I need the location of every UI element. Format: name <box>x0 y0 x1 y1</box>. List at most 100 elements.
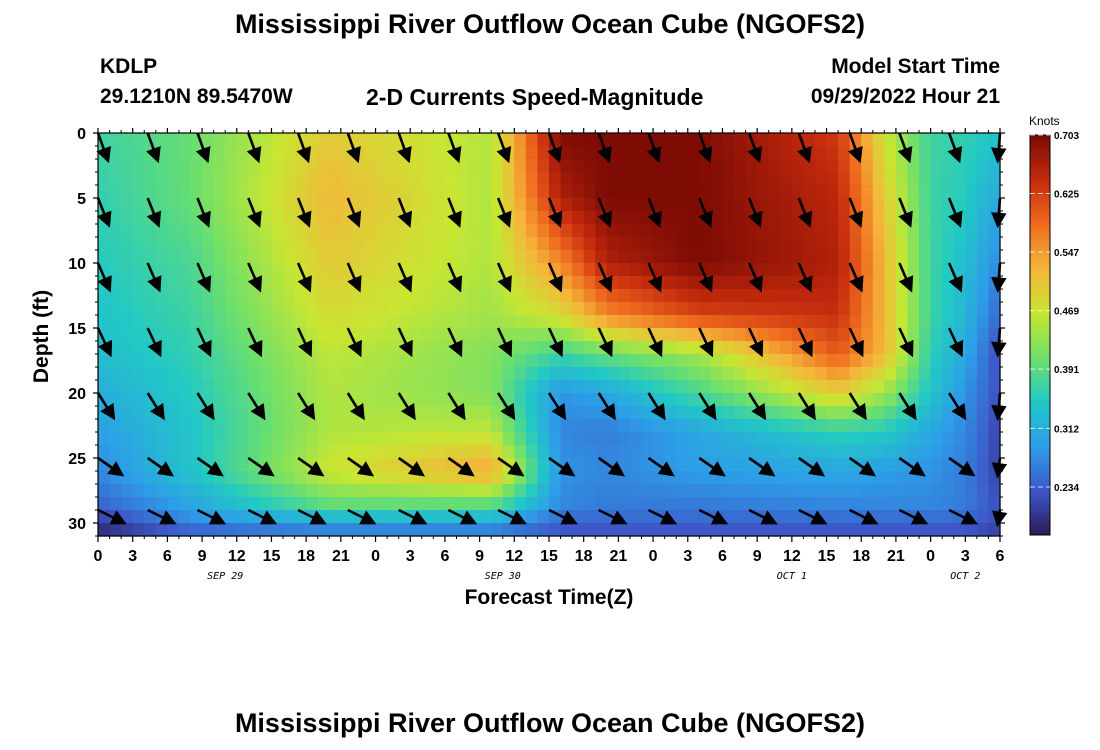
heatmap-cell <box>872 289 885 303</box>
heatmap-cell <box>930 302 943 316</box>
heatmap-cell <box>363 315 377 329</box>
heatmap-cell <box>410 172 423 186</box>
heatmap-cell <box>699 432 712 446</box>
heatmap-cell <box>98 419 111 433</box>
heatmap-cell <box>410 185 423 199</box>
heatmap-cell <box>236 211 249 225</box>
heatmap-cell <box>433 315 446 329</box>
heatmap-cell <box>629 367 643 381</box>
heatmap-cell <box>421 146 434 160</box>
heatmap-cell <box>121 484 134 498</box>
heatmap-cell <box>271 276 284 290</box>
heatmap-cell <box>583 380 596 394</box>
heatmap-cell <box>444 250 458 264</box>
heatmap-cell <box>144 224 157 238</box>
heatmap-cell <box>919 289 932 303</box>
heatmap-cell <box>722 406 735 420</box>
current-vector-arrow <box>496 392 516 421</box>
heatmap-cell <box>98 380 111 394</box>
heatmap-cell <box>757 198 770 212</box>
current-vector-arrow <box>397 392 416 421</box>
heatmap-cell <box>98 354 111 368</box>
heatmap-cell <box>444 419 458 433</box>
heatmap-cell <box>768 393 781 407</box>
heatmap-cell <box>387 432 400 446</box>
heatmap-cell <box>444 497 458 511</box>
heatmap-cell <box>976 510 990 524</box>
heatmap-cell <box>271 510 284 524</box>
heatmap-cell <box>988 159 1001 173</box>
heatmap-cell <box>676 237 689 251</box>
heatmap-cell <box>629 458 643 472</box>
heatmap-cell <box>976 341 990 355</box>
heatmap-cell <box>653 432 666 446</box>
heatmap-cell <box>294 159 307 173</box>
heatmap-cell <box>872 458 885 472</box>
heatmap-cell <box>595 185 608 199</box>
heatmap-cell <box>375 354 388 368</box>
heatmap-cell <box>121 172 134 186</box>
heatmap-cell <box>433 237 446 251</box>
heatmap-cell <box>930 315 943 329</box>
heatmap-cell <box>884 393 897 407</box>
heatmap-cell <box>213 419 226 433</box>
heatmap-cell <box>722 237 735 251</box>
heatmap-cell <box>849 380 862 394</box>
heatmap-cell <box>398 432 411 446</box>
heatmap-cell <box>757 497 770 511</box>
heatmap-cell <box>641 146 654 160</box>
heatmap-cell <box>317 289 330 303</box>
heatmap-cell <box>121 471 134 485</box>
heatmap-cell <box>803 432 816 446</box>
heatmap-cell <box>895 172 909 186</box>
heatmap-cell <box>826 263 839 277</box>
heatmap-cell <box>768 159 781 173</box>
heatmap-cell <box>653 289 666 303</box>
heatmap-cell <box>629 497 643 511</box>
heatmap-cell <box>259 484 273 498</box>
heatmap-cell <box>757 315 770 329</box>
heatmap-cell <box>699 354 712 368</box>
heatmap-cell <box>98 484 111 498</box>
y-tick-label: 15 <box>68 321 86 338</box>
heatmap-cell <box>514 263 527 277</box>
heatmap-cell <box>259 380 273 394</box>
heatmap-cell <box>699 523 712 537</box>
heatmap-cell <box>294 250 307 264</box>
heatmap-cell <box>965 211 978 225</box>
heatmap-cell <box>942 172 955 186</box>
heatmap-cell <box>710 198 724 212</box>
heatmap-cell <box>572 406 585 420</box>
heatmap-cell <box>283 198 296 212</box>
heatmap-cell <box>190 315 203 329</box>
heatmap-cell <box>699 250 712 264</box>
heatmap-cell <box>225 432 238 446</box>
heatmap-cell <box>965 289 978 303</box>
heatmap-cell <box>814 367 828 381</box>
heatmap-cell <box>942 523 955 537</box>
heatmap-cell <box>618 237 631 251</box>
heatmap-cell <box>317 445 330 459</box>
current-vector-arrow <box>948 456 976 477</box>
heatmap-cell <box>745 471 758 485</box>
heatmap-cell <box>803 419 816 433</box>
heatmap-cell <box>537 172 550 186</box>
heatmap-cell <box>202 133 215 147</box>
heatmap-cell <box>213 445 226 459</box>
heatmap-cell <box>606 471 619 485</box>
heatmap-cell <box>468 263 481 277</box>
heatmap-cell <box>595 471 608 485</box>
heatmap-cell <box>155 471 168 485</box>
heatmap-cell <box>826 341 839 355</box>
heatmap-cell <box>814 146 828 160</box>
heatmap-cell <box>363 146 377 160</box>
heatmap-cell <box>664 172 677 186</box>
x-tick-label: 18 <box>852 548 870 565</box>
heatmap-cell <box>514 419 527 433</box>
heatmap-cell <box>387 380 400 394</box>
heatmap-cell <box>387 224 400 238</box>
heatmap-cell <box>930 471 943 485</box>
heatmap-cell <box>745 172 758 186</box>
heatmap-cell <box>895 445 909 459</box>
heatmap-cell <box>780 484 793 498</box>
